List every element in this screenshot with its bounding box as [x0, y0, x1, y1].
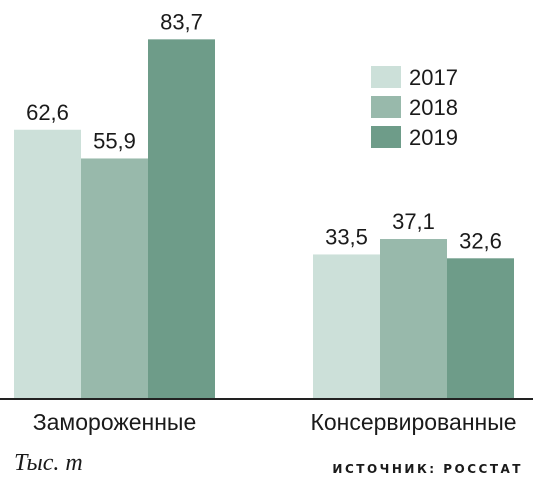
value-label: 32,6 — [459, 228, 502, 253]
bar-2019-canned — [447, 258, 514, 398]
legend-label-2018: 2018 — [409, 95, 458, 120]
value-label: 55,9 — [93, 128, 136, 153]
bar-2018-canned — [380, 239, 447, 398]
category-label: Консервированные — [310, 409, 516, 435]
value-label: 37,1 — [392, 209, 435, 234]
bar-2017-frozen — [14, 129, 81, 398]
legend-swatch-2019 — [371, 126, 401, 148]
bar-2019-frozen — [148, 39, 215, 399]
legend-label-2019: 2019 — [409, 125, 458, 150]
value-label: 33,5 — [325, 224, 368, 249]
value-label: 62,6 — [26, 100, 69, 125]
bar-2017-canned — [313, 254, 380, 398]
legend-label-2017: 2017 — [409, 65, 458, 90]
legend-swatch-2017 — [371, 66, 401, 88]
bar-2018-frozen — [81, 158, 148, 398]
category-label: Замороженные — [33, 409, 197, 435]
source-label: ИСТОЧНИК: РОССТАТ — [332, 462, 523, 476]
unit-label: Тыс. т — [14, 450, 83, 476]
value-label: 83,7 — [160, 9, 203, 34]
legend-swatch-2018 — [371, 96, 401, 118]
